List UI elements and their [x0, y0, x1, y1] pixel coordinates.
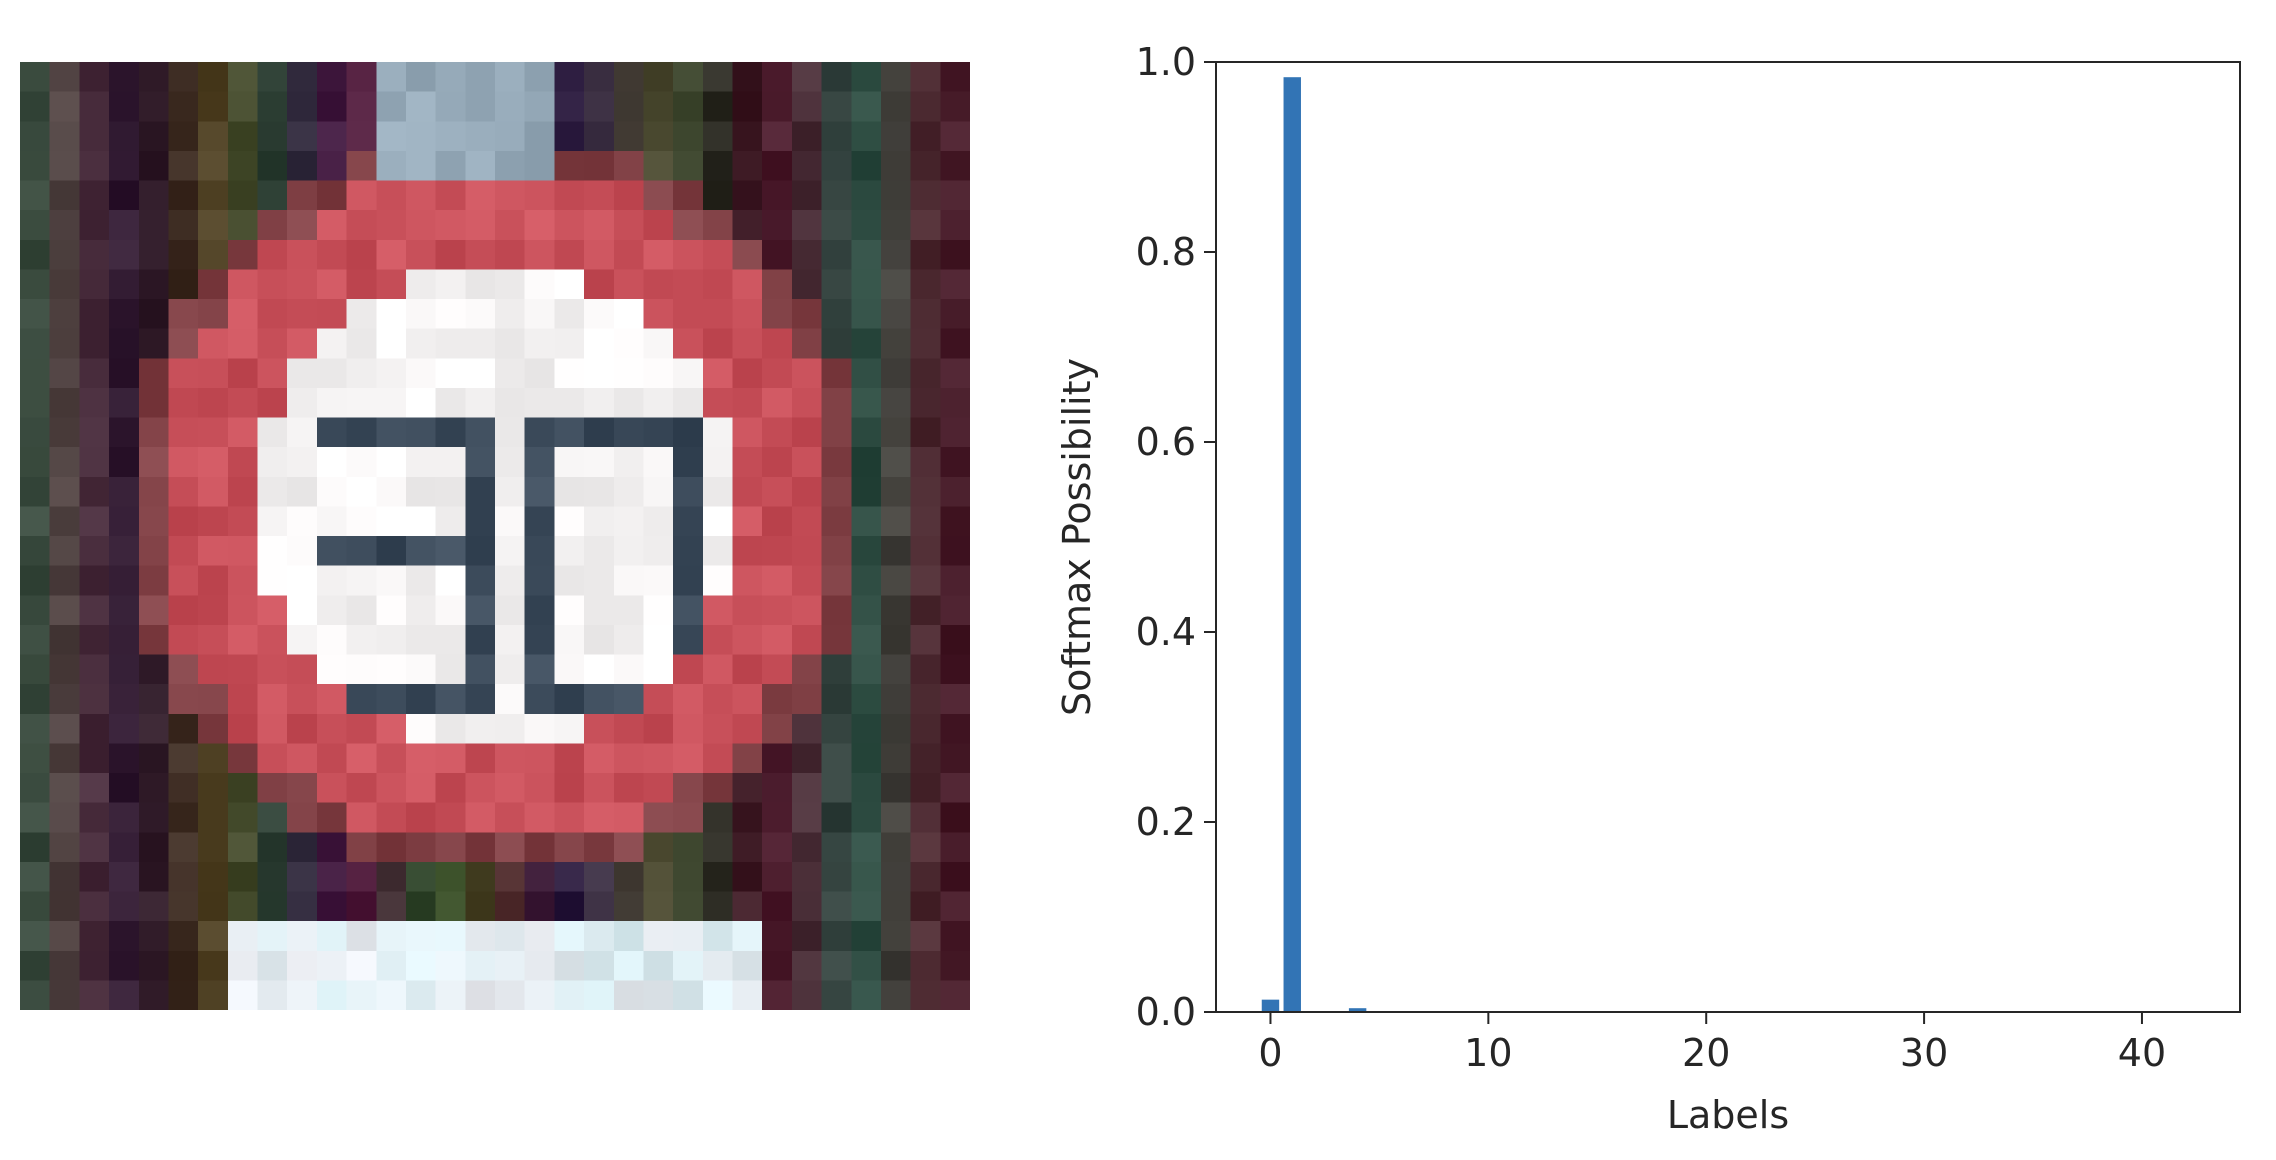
y-tick-label: 0.2: [1136, 800, 1196, 844]
y-axis-label: Softmax Possibility: [1055, 358, 1099, 716]
y-tick-label: 0.6: [1136, 420, 1196, 464]
x-ticks: 0 10 20 30 40: [1258, 1012, 2166, 1075]
x-tick-label: 10: [1464, 1031, 1512, 1075]
y-tick-label: 0.8: [1136, 230, 1196, 274]
bar-label-1: [1283, 77, 1301, 1012]
x-tick-label: 0: [1258, 1031, 1282, 1075]
x-tick-label: 40: [2118, 1031, 2166, 1075]
bar-label-0: [1261, 999, 1280, 1012]
x-tick-label: 20: [1682, 1031, 1730, 1075]
y-tick-label: 0.0: [1136, 990, 1196, 1034]
y-ticks: 0.0 0.2 0.4 0.6 0.8 1.0: [1136, 40, 1216, 1034]
y-tick-label: 0.4: [1136, 610, 1196, 654]
speed-limit-sign-image: [20, 62, 970, 1010]
bars-layer: [1261, 77, 1367, 1012]
y-tick-label: 1.0: [1136, 40, 1196, 84]
bar-label-4: [1348, 1008, 1367, 1012]
x-axis-label: Labels: [1667, 1093, 1789, 1137]
x-tick-label: 30: [1900, 1031, 1948, 1075]
plot-frame: [1215, 61, 2241, 1013]
